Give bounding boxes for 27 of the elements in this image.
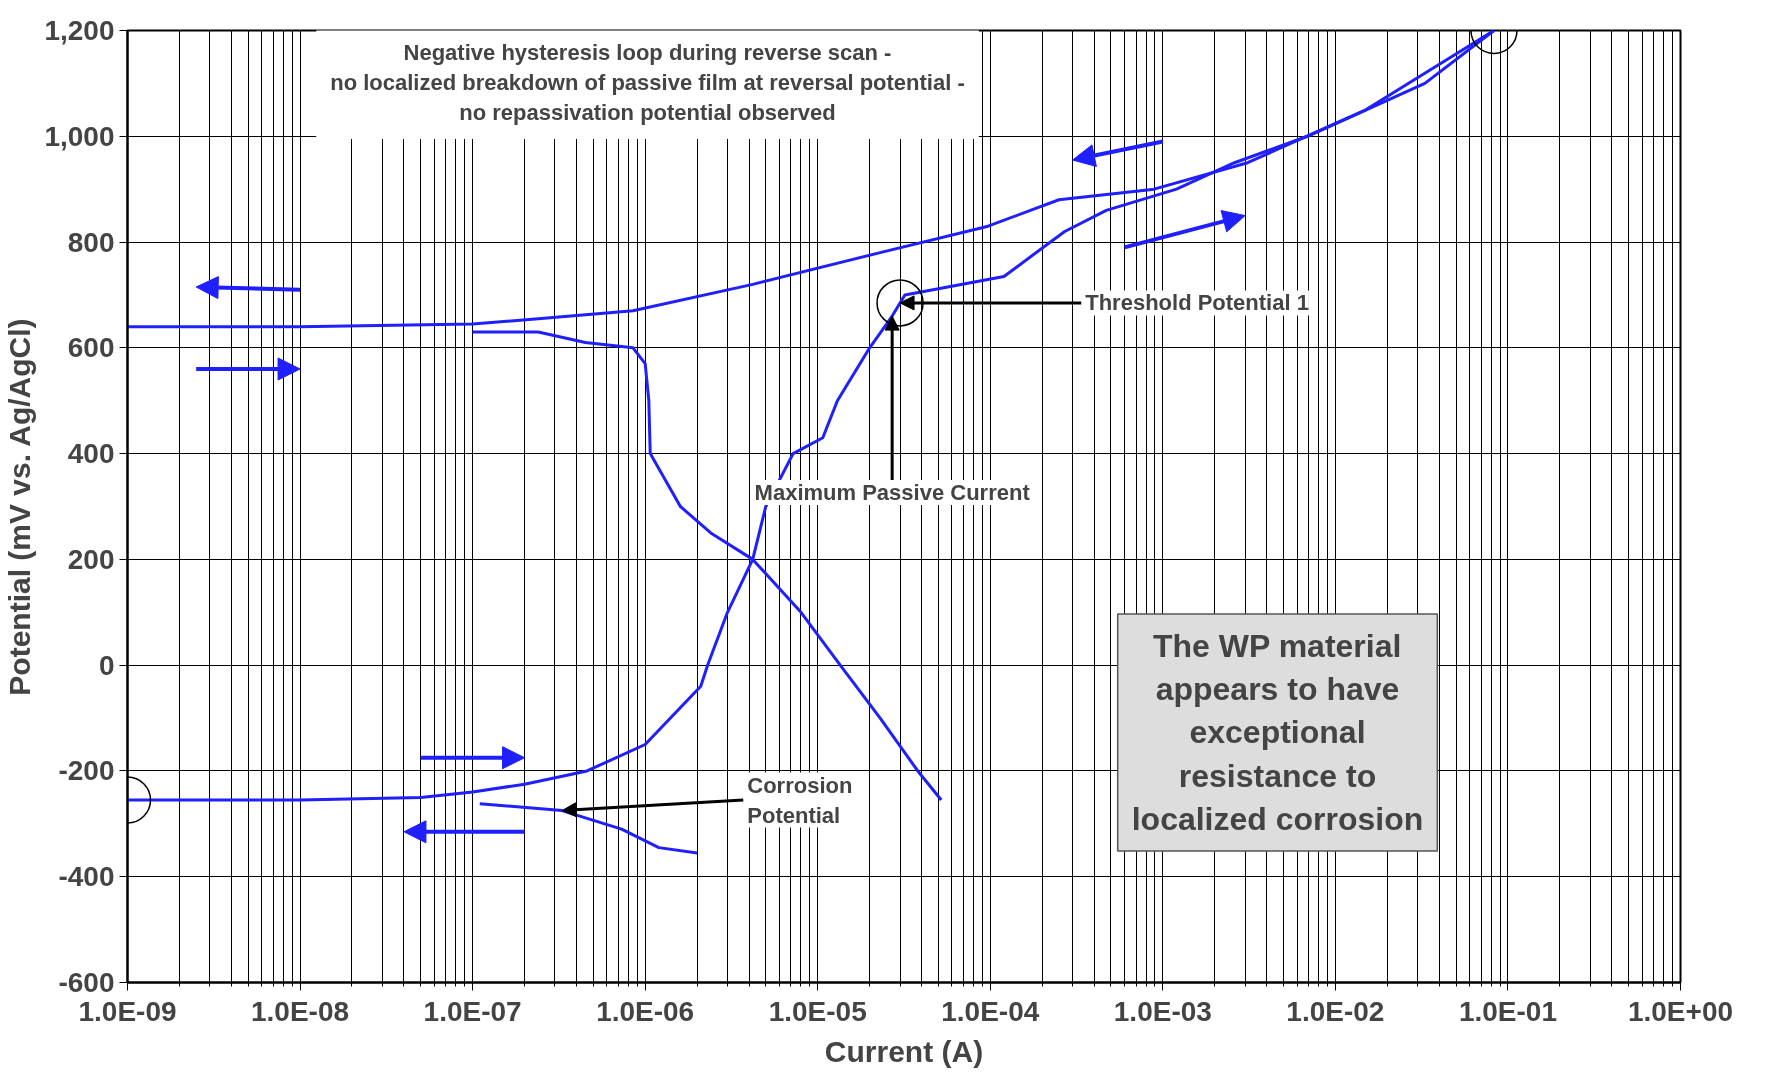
x-tick-label: 1.0E-06 (596, 995, 695, 1027)
y-tick-label: -400 (58, 861, 115, 893)
y-tick-label: 0 (98, 649, 115, 681)
x-tick-label: 1.0E-05 (768, 995, 867, 1027)
x-tick-label: 1.0E+00 (1627, 995, 1734, 1027)
y-tick-label: 1,200 (44, 15, 115, 46)
x-tick-label: 1.0E-01 (1458, 995, 1557, 1027)
annotation: Threshold Potential 1 (1085, 290, 1309, 316)
y-tick-label: 1,000 (44, 120, 115, 152)
y-tick-label: 200 (67, 543, 115, 575)
x-tick-label: 1.0E-08 (251, 995, 350, 1027)
y-tick-label: -200 (58, 755, 115, 787)
y-tick-label: 400 (67, 438, 115, 470)
y-axis-title: Potential (mV vs. Ag/AgCl) (3, 318, 37, 696)
y-tick-label: 600 (67, 332, 115, 364)
x-tick-label: 1.0E-03 (1113, 995, 1212, 1027)
x-axis-title: Current (A) (824, 1034, 984, 1068)
x-tick-label: 1.0E-09 (78, 995, 177, 1027)
annotation: The WP material appears to have exceptional resistance to localized corrosion (1131, 628, 1424, 837)
y-tick-label: -600 (58, 967, 115, 998)
x-tick-label: 1.0E-07 (423, 995, 522, 1027)
annotation: Corrosion Potential (747, 772, 853, 828)
y-tick-label: 800 (67, 226, 115, 258)
x-tick-label: 1.0E-04 (941, 995, 1040, 1027)
annotation: Negative hysteresis loop during reverse scan - no localized breakdown of passive film at reversal potential - no repassivation potential observed (330, 40, 965, 125)
annotation: Maximum Passive Current (754, 480, 1031, 506)
x-tick-label: 1.0E-02 (1286, 995, 1385, 1027)
